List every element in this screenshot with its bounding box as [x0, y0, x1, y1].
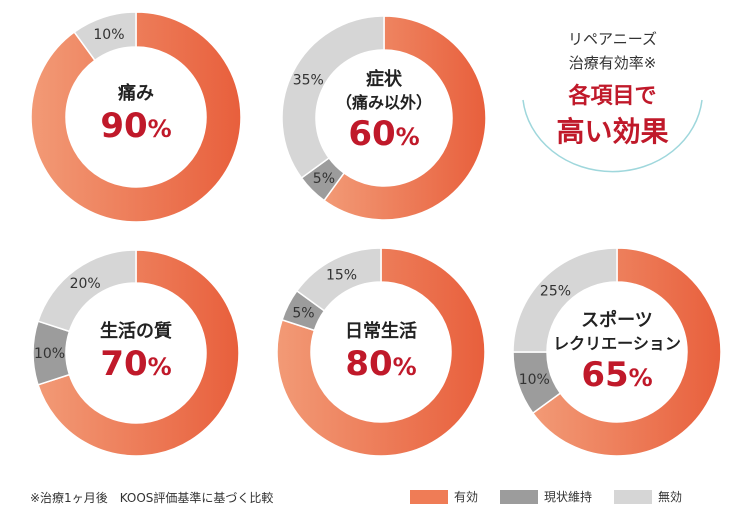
legend: 有効 現状維持 無効: [410, 488, 682, 505]
donut-slice-3-2: [295, 247, 382, 312]
donut-slice-4-0: [531, 247, 722, 457]
donut-slice-1-0: [322, 15, 487, 221]
donut-slice-4-2: [512, 247, 618, 353]
donut-slice-label-2-1: 10%: [34, 346, 65, 362]
donut-slice-label-1-2: 35%: [293, 72, 324, 88]
donut-slice-label-3-1: 5%: [292, 306, 314, 322]
donut-value: 90%: [100, 106, 172, 146]
legend-item-ineffective: 無効: [614, 488, 682, 505]
donut-label: 生活の質: [100, 321, 172, 342]
effectiveness-callout: リペアニーズ 治療有効率※ 各項目で 高い効果: [515, 22, 710, 177]
donut-value: 70%: [100, 344, 172, 384]
donut-slice-0-1: [73, 11, 137, 62]
donut-sublabel: レクリエーション: [553, 334, 681, 353]
donut-value: 80%: [345, 344, 417, 384]
footnote: ※治療1ヶ月後 KOOS評価基準に基づく比較: [30, 491, 274, 505]
donut-label: 痛み: [118, 83, 154, 104]
callout-arc: [522, 99, 703, 173]
legend-label: 無効: [658, 490, 683, 504]
donut-slice-2-0: [37, 249, 240, 457]
callout-line1: リペアニーズ: [568, 30, 657, 48]
donut-center-sports: スポーツ レクリエーション 65%: [532, 309, 702, 398]
legend-swatch: [614, 489, 653, 504]
legend-swatch: [410, 489, 448, 504]
donut-slice-0-0: [30, 11, 242, 223]
donut-slice-label-4-1: 10%: [519, 372, 550, 388]
callout-line4: 高い効果: [556, 115, 669, 148]
donut-value: 65%: [581, 355, 653, 395]
donut-center-symptom: 症状 （痛み以外） 60%: [299, 68, 469, 157]
donut-value: 60%: [348, 114, 420, 154]
callout-line2: 治療有効率※: [568, 54, 657, 72]
donut-slice-3-0: [276, 247, 486, 457]
donut-center-pain: 痛み 90%: [51, 82, 221, 149]
callout-line3: 各項目で: [568, 84, 657, 109]
legend-item-effective: 有効: [410, 488, 478, 505]
donut-slice-label-3-2: 15%: [326, 267, 357, 283]
donut-label: スポーツ: [581, 310, 653, 331]
donut-slice-1-2: [281, 15, 385, 180]
donut-slice-2-2: [37, 249, 137, 333]
donut-center-qol: 生活の質 70%: [51, 320, 221, 387]
donut-label: 症状: [366, 69, 402, 90]
legend-label: 現状維持: [544, 490, 593, 504]
donut-slice-label-0-1: 10%: [93, 27, 124, 43]
legend-swatch: [500, 489, 539, 504]
donut-slice-label-4-2: 25%: [540, 283, 571, 299]
donut-center-daily: 日常生活 80%: [296, 320, 466, 387]
legend-item-maintained: 現状維持: [500, 488, 592, 505]
donut-slice-label-2-2: 20%: [70, 276, 101, 292]
donut-sublabel: （痛み以外）: [335, 93, 432, 112]
donut-slice-label-1-1: 5%: [313, 171, 335, 187]
legend-label: 有効: [454, 490, 479, 504]
donut-label: 日常生活: [345, 321, 417, 342]
